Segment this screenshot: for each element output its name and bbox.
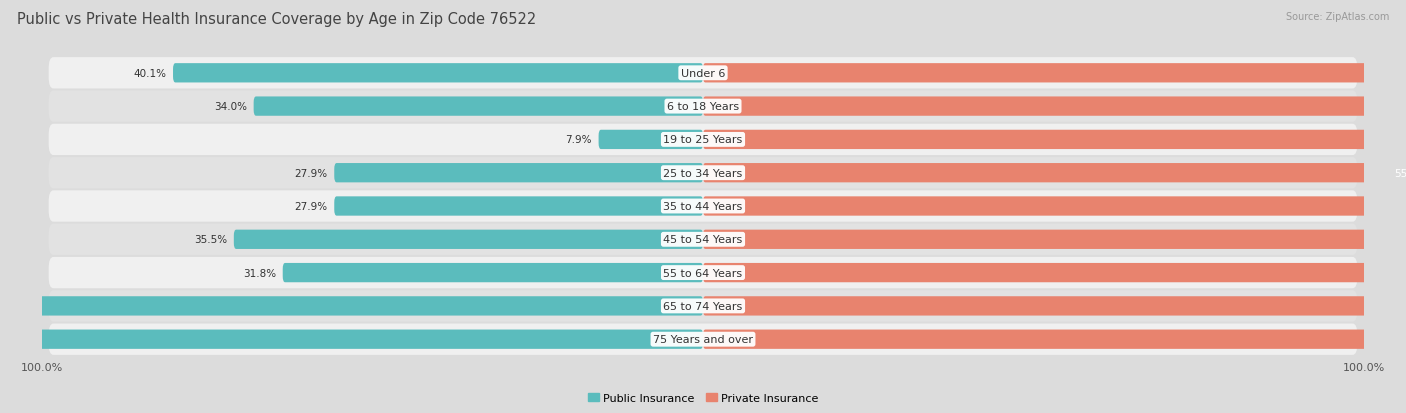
FancyBboxPatch shape: [49, 58, 1357, 89]
FancyBboxPatch shape: [599, 131, 703, 150]
Text: Public vs Private Health Insurance Coverage by Age in Zip Code 76522: Public vs Private Health Insurance Cover…: [17, 12, 536, 27]
FancyBboxPatch shape: [49, 158, 1357, 189]
FancyBboxPatch shape: [49, 291, 1357, 322]
Text: 35 to 44 Years: 35 to 44 Years: [664, 202, 742, 211]
FancyBboxPatch shape: [173, 64, 703, 83]
Text: 19 to 25 Years: 19 to 25 Years: [664, 135, 742, 145]
Text: 75 Years and over: 75 Years and over: [652, 335, 754, 344]
FancyBboxPatch shape: [703, 97, 1406, 116]
FancyBboxPatch shape: [335, 197, 703, 216]
FancyBboxPatch shape: [703, 263, 1406, 282]
Text: 55.6%: 55.6%: [1395, 168, 1406, 178]
FancyBboxPatch shape: [0, 330, 703, 349]
Text: 55 to 64 Years: 55 to 64 Years: [664, 268, 742, 278]
FancyBboxPatch shape: [703, 330, 1406, 349]
Text: 27.9%: 27.9%: [294, 202, 328, 211]
FancyBboxPatch shape: [703, 197, 1406, 216]
Legend: Public Insurance, Private Insurance: Public Insurance, Private Insurance: [588, 393, 818, 403]
FancyBboxPatch shape: [49, 324, 1357, 355]
Text: 35.5%: 35.5%: [194, 235, 228, 245]
FancyBboxPatch shape: [703, 64, 1406, 83]
FancyBboxPatch shape: [283, 263, 703, 282]
FancyBboxPatch shape: [703, 230, 1406, 249]
Text: 45 to 54 Years: 45 to 54 Years: [664, 235, 742, 245]
Text: 34.0%: 34.0%: [214, 102, 247, 112]
Text: 6 to 18 Years: 6 to 18 Years: [666, 102, 740, 112]
FancyBboxPatch shape: [0, 297, 703, 316]
Text: 40.1%: 40.1%: [134, 69, 166, 78]
FancyBboxPatch shape: [703, 131, 1406, 150]
Text: Source: ZipAtlas.com: Source: ZipAtlas.com: [1285, 12, 1389, 22]
FancyBboxPatch shape: [49, 191, 1357, 222]
Text: 7.9%: 7.9%: [565, 135, 592, 145]
Text: Under 6: Under 6: [681, 69, 725, 78]
Text: 25 to 34 Years: 25 to 34 Years: [664, 168, 742, 178]
FancyBboxPatch shape: [703, 297, 1406, 316]
FancyBboxPatch shape: [49, 257, 1357, 289]
FancyBboxPatch shape: [233, 230, 703, 249]
FancyBboxPatch shape: [49, 91, 1357, 122]
Text: 31.8%: 31.8%: [243, 268, 276, 278]
Text: 27.9%: 27.9%: [294, 168, 328, 178]
FancyBboxPatch shape: [49, 224, 1357, 255]
FancyBboxPatch shape: [49, 124, 1357, 156]
FancyBboxPatch shape: [253, 97, 703, 116]
Text: 65 to 74 Years: 65 to 74 Years: [664, 301, 742, 311]
FancyBboxPatch shape: [335, 164, 703, 183]
FancyBboxPatch shape: [703, 164, 1406, 183]
